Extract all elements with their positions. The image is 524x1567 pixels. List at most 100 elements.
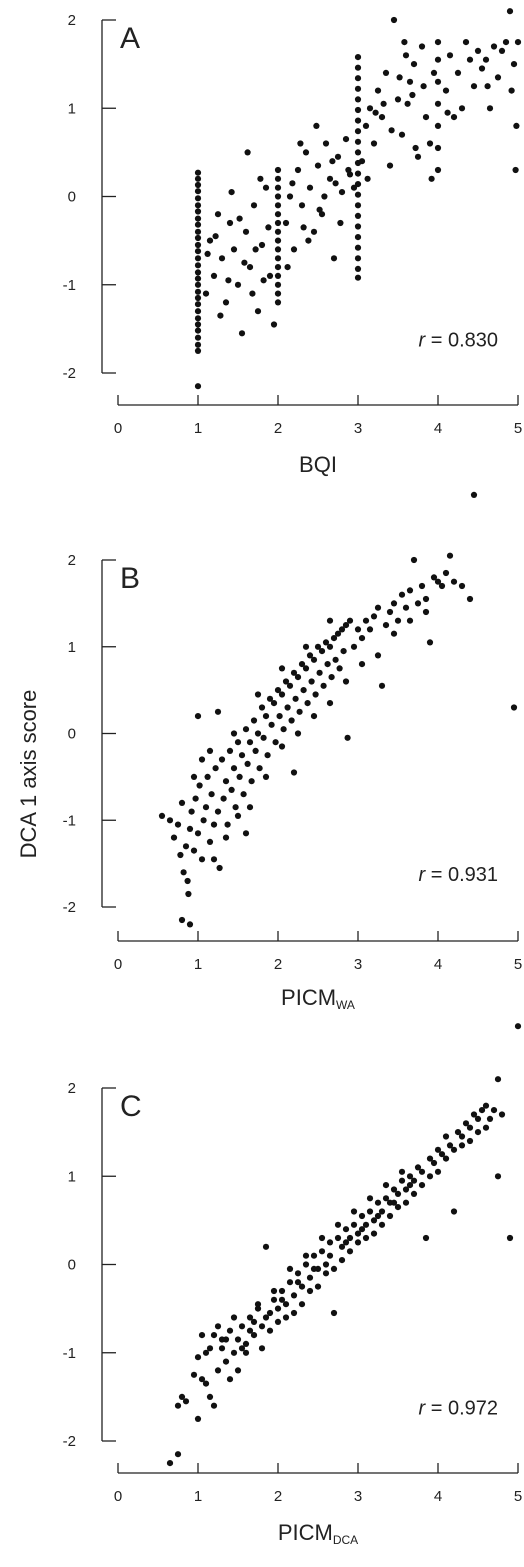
data-point bbox=[274, 290, 282, 297]
data-point bbox=[406, 617, 414, 624]
data-point bbox=[510, 704, 518, 711]
data-point bbox=[310, 656, 318, 663]
data-point bbox=[266, 695, 274, 702]
data-point bbox=[258, 1345, 266, 1352]
data-point bbox=[354, 170, 362, 177]
data-point bbox=[282, 1314, 290, 1321]
data-point bbox=[249, 290, 256, 297]
data-point bbox=[206, 747, 214, 755]
data-point bbox=[210, 272, 218, 279]
data-point bbox=[458, 1133, 466, 1140]
data-point bbox=[318, 648, 326, 655]
data-point bbox=[394, 1190, 402, 1197]
data-point bbox=[230, 1349, 238, 1356]
data-point bbox=[204, 250, 211, 257]
data-point bbox=[250, 717, 258, 724]
data-point bbox=[370, 140, 378, 147]
data-point bbox=[212, 765, 219, 772]
data-point bbox=[194, 713, 202, 720]
data-point bbox=[318, 1234, 326, 1242]
data-point bbox=[274, 255, 282, 262]
data-point bbox=[194, 301, 202, 308]
data-point bbox=[386, 162, 394, 169]
data-point bbox=[422, 1234, 430, 1242]
data-point bbox=[222, 299, 230, 306]
data-point bbox=[316, 669, 323, 676]
data-point bbox=[386, 1212, 394, 1220]
data-point bbox=[182, 1398, 190, 1405]
data-point bbox=[234, 1336, 242, 1343]
correlation-label: r = 0.931 bbox=[418, 864, 498, 886]
data-point bbox=[174, 1402, 182, 1409]
data-point bbox=[300, 224, 307, 231]
data-point bbox=[378, 114, 386, 121]
data-point bbox=[250, 202, 258, 209]
data-point bbox=[434, 56, 442, 63]
data-point bbox=[490, 43, 498, 50]
data-point bbox=[462, 39, 470, 46]
data-point bbox=[342, 678, 350, 685]
data-point bbox=[228, 786, 235, 794]
data-point bbox=[256, 765, 263, 772]
data-point bbox=[338, 1243, 346, 1250]
data-point bbox=[410, 556, 418, 564]
data-point bbox=[370, 613, 378, 620]
data-point bbox=[196, 782, 203, 789]
data-point bbox=[184, 877, 191, 885]
data-point bbox=[258, 704, 266, 711]
data-point bbox=[202, 290, 210, 297]
data-point bbox=[470, 1111, 478, 1118]
data-point bbox=[194, 327, 202, 334]
data-point bbox=[262, 773, 270, 781]
data-point bbox=[422, 608, 430, 616]
data-point bbox=[354, 181, 362, 188]
data-point bbox=[274, 264, 282, 271]
y-tick-label: 0 bbox=[68, 189, 76, 206]
data-point bbox=[266, 272, 274, 279]
data-point bbox=[286, 1279, 294, 1286]
data-point bbox=[298, 202, 306, 209]
panel-a: -2 -1 0 1 2 0 1 2 3 4 5 BQI Ar = 0.830 bbox=[63, 8, 522, 477]
data-point bbox=[276, 713, 283, 720]
x-tick-label: 2 bbox=[274, 420, 282, 437]
data-point bbox=[430, 574, 438, 581]
scatter-points bbox=[194, 8, 522, 390]
data-point bbox=[298, 1283, 306, 1290]
data-point bbox=[314, 643, 322, 650]
data-point bbox=[306, 1287, 314, 1295]
data-point bbox=[298, 1301, 306, 1308]
y-tick-label: -2 bbox=[63, 1433, 76, 1450]
data-point bbox=[378, 682, 386, 689]
data-point bbox=[337, 219, 344, 227]
data-point bbox=[474, 1129, 482, 1136]
data-point bbox=[409, 91, 416, 99]
data-point bbox=[290, 669, 298, 676]
x-tick-label: 4 bbox=[434, 420, 442, 437]
y-tick-label: 2 bbox=[68, 1080, 76, 1097]
data-point bbox=[482, 1124, 490, 1131]
data-point bbox=[342, 1226, 350, 1233]
data-point bbox=[494, 1076, 502, 1083]
data-point bbox=[332, 180, 339, 187]
x-axis-title: PICMDCA bbox=[278, 1520, 358, 1547]
y-tick-label: -1 bbox=[63, 1345, 76, 1362]
data-point bbox=[382, 69, 390, 76]
data-point bbox=[298, 661, 306, 668]
data-point bbox=[390, 1199, 398, 1206]
data-point bbox=[302, 1252, 310, 1259]
data-point bbox=[354, 191, 362, 198]
data-point bbox=[380, 100, 387, 107]
data-point bbox=[434, 1146, 442, 1153]
data-point bbox=[292, 695, 299, 702]
data-point bbox=[466, 56, 474, 63]
data-point bbox=[320, 682, 327, 689]
data-point bbox=[270, 321, 278, 328]
data-point bbox=[310, 228, 318, 235]
data-point bbox=[330, 1309, 338, 1317]
data-point bbox=[230, 730, 238, 737]
data-point bbox=[206, 237, 214, 244]
data-point bbox=[420, 83, 427, 90]
data-point bbox=[290, 769, 298, 776]
data-point bbox=[458, 582, 466, 590]
data-point bbox=[178, 799, 186, 807]
